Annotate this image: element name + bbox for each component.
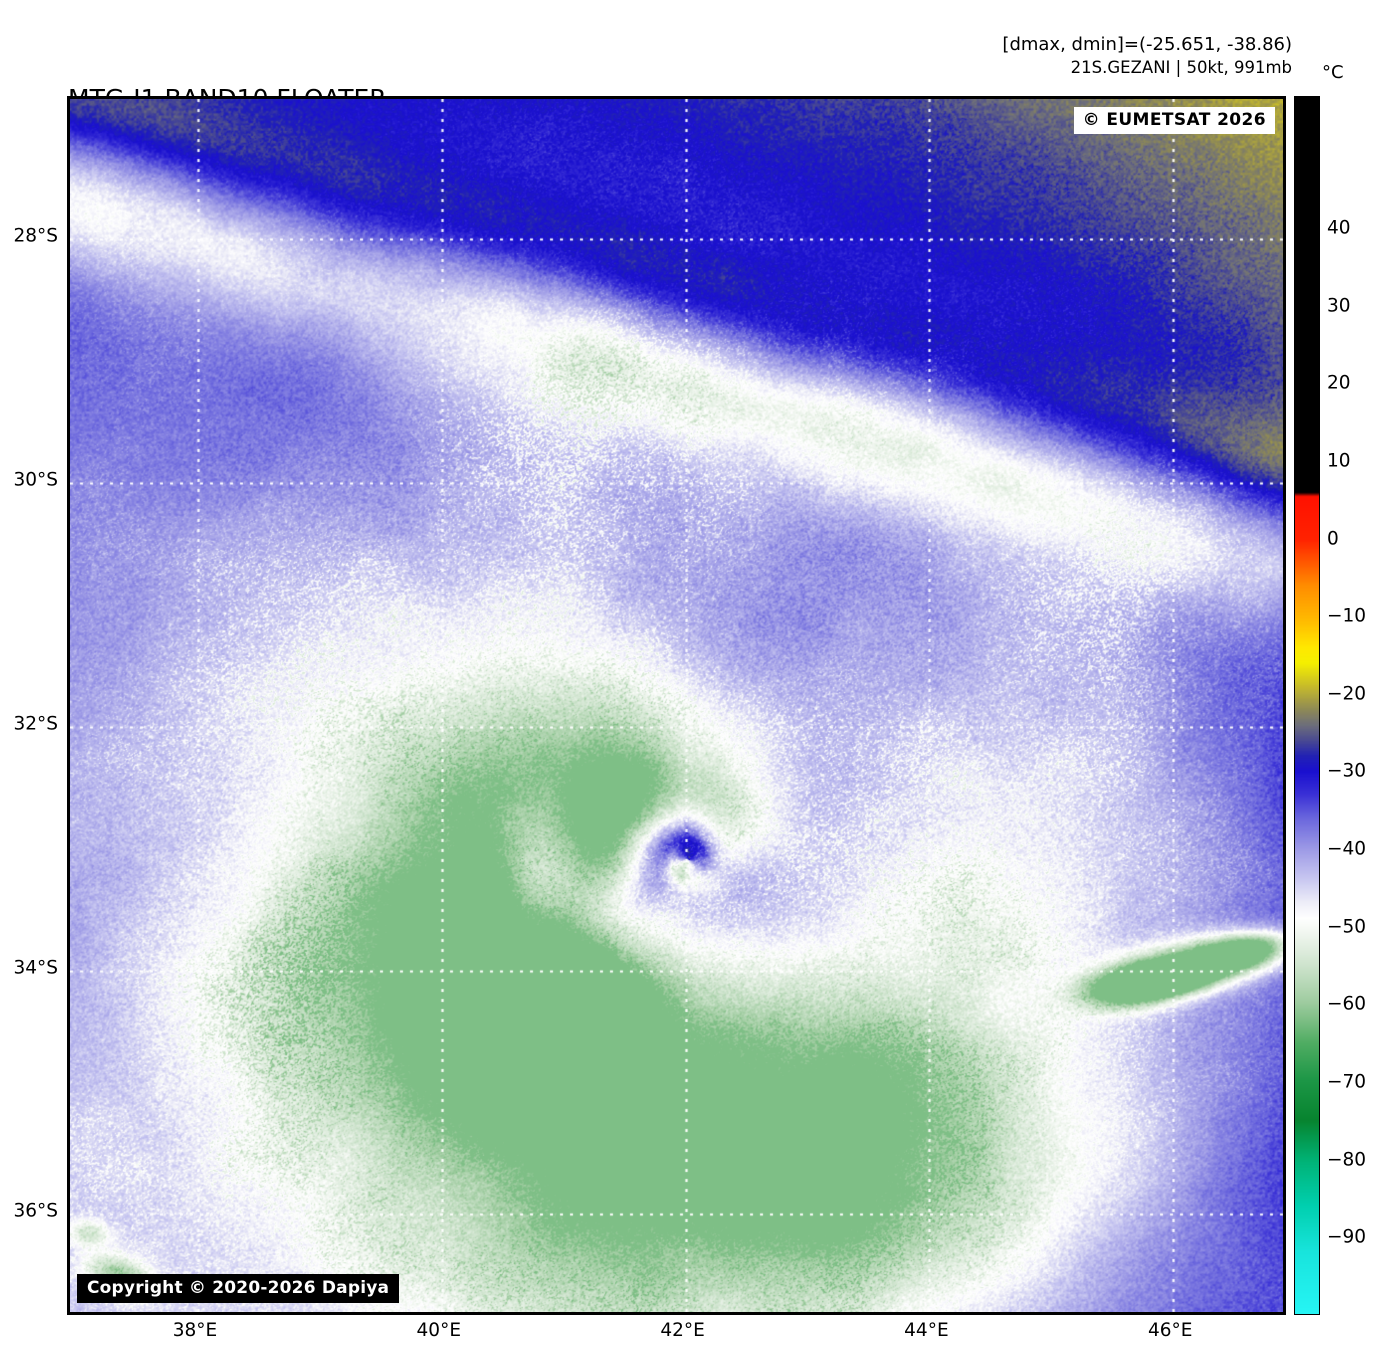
colorbar-tick-neg50: −50 — [1327, 916, 1367, 938]
lon-tick-40E: 40°E — [416, 1320, 462, 1341]
lat-tick-32S: 32°S — [13, 713, 58, 735]
colorbar-tick-30: 30 — [1327, 295, 1351, 317]
eumetsat-watermark: © EUMETSAT 2026 — [1073, 107, 1275, 134]
lon-tick-38E: 38°E — [172, 1320, 218, 1341]
colorbar-tick-20: 20 — [1327, 372, 1351, 394]
map-plot-area[interactable]: © EUMETSAT 2026 Copyright © 2020-2026 Da… — [67, 96, 1286, 1315]
temperature-colorbar[interactable] — [1294, 96, 1320, 1315]
colorbar-unit-label: °C — [1322, 62, 1344, 83]
colorbar-tick-0: 0 — [1327, 528, 1339, 550]
colorbar-tick-neg10: −10 — [1327, 605, 1367, 627]
lat-tick-36S: 36°S — [13, 1200, 58, 1222]
copyright-watermark: Copyright © 2020-2026 Dapiya — [77, 1274, 400, 1303]
colorbar-tick-neg30: −30 — [1327, 760, 1367, 782]
metadata-block: [dmax, dmin]=(-25.651, -38.86) 21S.GEZAN… — [1002, 33, 1292, 79]
lon-tick-42E: 42°E — [660, 1320, 705, 1341]
colorbar-tick-neg40: −40 — [1327, 838, 1367, 860]
lat-tick-28S: 28°S — [13, 225, 58, 247]
colorbar-tick-neg60: −60 — [1327, 993, 1367, 1015]
lon-tick-44E: 44°E — [904, 1320, 949, 1341]
satellite-imagery-canvas[interactable] — [70, 99, 1283, 1312]
lat-tick-30S: 30°S — [13, 469, 58, 491]
colorbar-tick-neg90: −90 — [1327, 1226, 1367, 1248]
storm-info-text: 21S.GEZANI | 50kt, 991mb — [1070, 57, 1292, 77]
colorbar-tick-neg70: −70 — [1327, 1071, 1367, 1093]
colorbar-gradient — [1295, 97, 1319, 1314]
lon-tick-46E: 46°E — [1147, 1320, 1193, 1341]
colorbar-tick-40: 40 — [1327, 217, 1351, 239]
colorbar-tick-10: 10 — [1327, 450, 1351, 472]
lat-tick-34S: 34°S — [13, 957, 58, 979]
dmax-dmin-text: [dmax, dmin]=(-25.651, -38.86) — [1002, 34, 1292, 55]
colorbar-tick-neg80: −80 — [1327, 1149, 1367, 1171]
colorbar-tick-neg20: −20 — [1327, 683, 1367, 705]
